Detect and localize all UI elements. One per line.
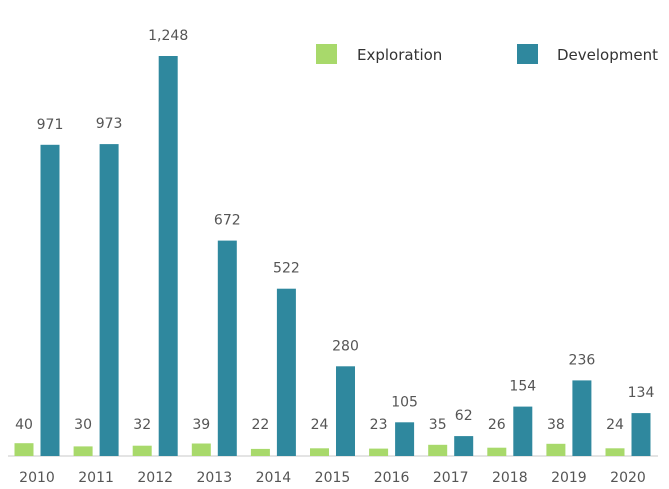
bar-exploration-2014 [250,448,270,456]
legend: Exploration Development [316,44,658,64]
bar-exploration-2010 [14,443,34,456]
value-label-development-2013: 672 [214,213,241,229]
bar-development-2011 [99,144,119,456]
value-label-development-2010: 971 [37,117,64,133]
bar-exploration-2012 [132,445,152,456]
value-label-development-2015: 280 [332,338,359,354]
legend-swatch-development [517,44,538,64]
value-label-development-2020: 134 [628,385,655,401]
value-label-exploration-2015: 24 [311,417,329,433]
value-label-development-2017: 62 [455,408,473,424]
bar-exploration-2020 [605,448,625,456]
value-label-exploration-2010: 40 [15,417,33,433]
bar-development-2017 [454,436,474,456]
x-tick-label-2015: 2015 [315,470,351,485]
bar-development-2013 [217,240,237,456]
value-label-development-2014: 522 [273,261,300,277]
value-label-exploration-2016: 23 [370,417,388,433]
bar-development-2010 [40,144,60,457]
x-tick-labels-layer: 2010 2011 2012 2013 2014 2015 2016 2017 2018 2019… [19,470,646,486]
bar-development-2014 [276,288,296,456]
bar-exploration-2015 [310,448,329,456]
legend-swatch-exploration [316,44,337,64]
x-tick-label-2012: 2012 [137,470,173,485]
value-label-exploration-2011: 30 [74,417,92,433]
value-label-exploration-2012: 32 [133,417,151,433]
x-tick-label-2016: 2016 [374,470,410,485]
bar-development-2020 [631,413,651,456]
bar-development-2012 [158,56,178,456]
value-label-exploration-2014: 22 [251,417,269,433]
value-label-development-2016: 105 [391,394,418,410]
x-tick-label-2011: 2011 [78,470,114,485]
bar-exploration-2011 [73,446,93,456]
legend-label-exploration: Exploration [357,46,442,64]
x-tick-label-2010: 2010 [19,470,55,485]
bars-layer [14,56,651,457]
value-label-exploration-2018: 26 [488,417,506,433]
x-tick-label-2019: 2019 [551,470,587,485]
bar-development-2016 [395,422,415,456]
x-tick-label-2013: 2013 [196,470,232,485]
bar-exploration-2019 [546,443,566,456]
bar-exploration-2013 [191,443,211,456]
value-label-exploration-2020: 24 [606,417,624,433]
x-tick-label-2018: 2018 [492,470,528,485]
value-label-exploration-2017: 35 [429,417,447,433]
x-tick-label-2020: 2020 [610,470,646,485]
value-label-exploration-2019: 38 [547,417,565,433]
bar-exploration-2018 [487,447,507,456]
value-label-development-2018: 154 [509,379,536,395]
legend-label-development: Development [557,46,658,64]
bar-development-2018 [513,406,533,456]
x-tick-label-2014: 2014 [256,470,292,485]
bar-development-2015 [336,366,355,456]
bar-exploration-2017 [428,444,448,456]
value-label-development-2019: 236 [569,352,596,368]
value-label-exploration-2013: 39 [192,417,210,433]
bar-development-2019 [572,380,592,456]
bar-exploration-2016 [369,448,389,456]
value-label-development-2011: 973 [96,116,123,132]
value-label-development-2012: 1,248 [148,28,188,44]
x-tick-label-2017: 2017 [433,470,469,485]
